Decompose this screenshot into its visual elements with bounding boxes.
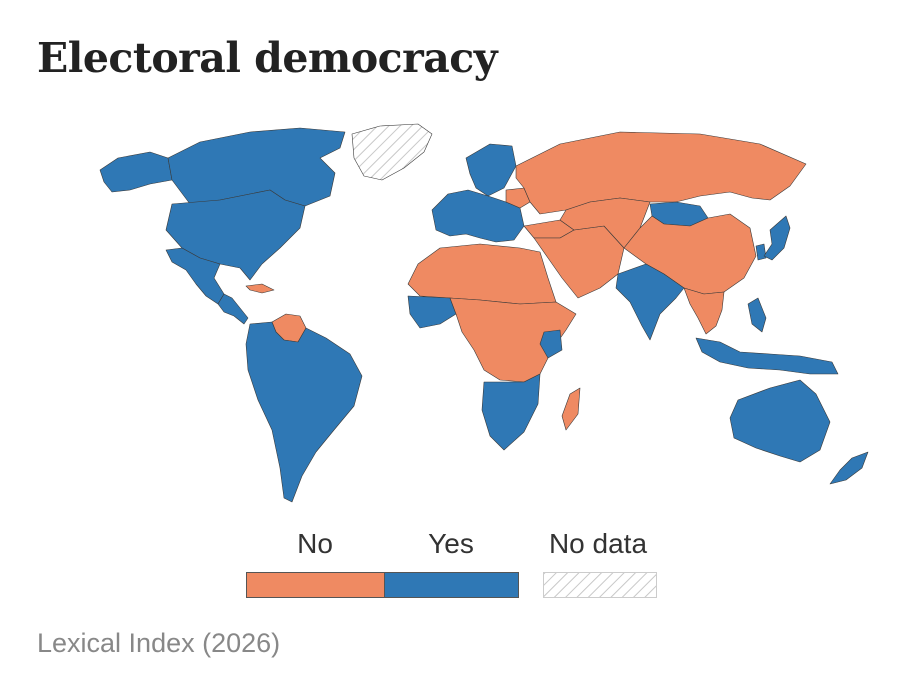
region-south-america[interactable] bbox=[245, 321, 363, 503]
world-map-svg bbox=[99, 123, 869, 503]
legend-swatch-no-data bbox=[543, 572, 657, 598]
region-southeast-asia[interactable] bbox=[683, 287, 725, 335]
region-cuba[interactable] bbox=[245, 283, 275, 294]
region-russia[interactable] bbox=[515, 131, 807, 215]
region-new-zealand[interactable] bbox=[829, 451, 869, 485]
region-india[interactable] bbox=[615, 263, 685, 341]
region-western-europe[interactable] bbox=[431, 189, 525, 243]
region-madagascar[interactable] bbox=[561, 387, 581, 431]
region-south-korea[interactable] bbox=[755, 243, 767, 261]
source-note: Lexical Index (2026) bbox=[37, 628, 281, 658]
region-southern-africa[interactable] bbox=[481, 373, 541, 451]
region-north-africa[interactable] bbox=[407, 243, 557, 305]
region-alaska[interactable] bbox=[99, 151, 173, 193]
region-scandinavia[interactable] bbox=[465, 143, 517, 197]
hatch-pattern-icon bbox=[544, 573, 656, 597]
region-japan[interactable] bbox=[763, 215, 791, 261]
legend-label-yes: Yes bbox=[428, 528, 474, 559]
region-philippines[interactable] bbox=[747, 297, 767, 333]
region-west-africa[interactable] bbox=[407, 295, 457, 329]
region-belarus[interactable] bbox=[505, 187, 531, 209]
world-map bbox=[0, 118, 906, 518]
legend-label-no: No bbox=[297, 528, 333, 559]
region-australia[interactable] bbox=[729, 379, 831, 463]
region-greenland[interactable] bbox=[351, 123, 433, 181]
legend: No Yes No data bbox=[0, 525, 906, 605]
region-indonesia[interactable] bbox=[695, 337, 839, 375]
legend-swatch-no bbox=[246, 572, 384, 598]
legend-swatch-yes bbox=[384, 572, 519, 598]
region-kenya[interactable] bbox=[539, 329, 563, 359]
region-central-america[interactable] bbox=[217, 293, 249, 325]
map-title: Electoral democracy bbox=[37, 34, 498, 82]
legend-label-no-data: No data bbox=[548, 528, 648, 559]
